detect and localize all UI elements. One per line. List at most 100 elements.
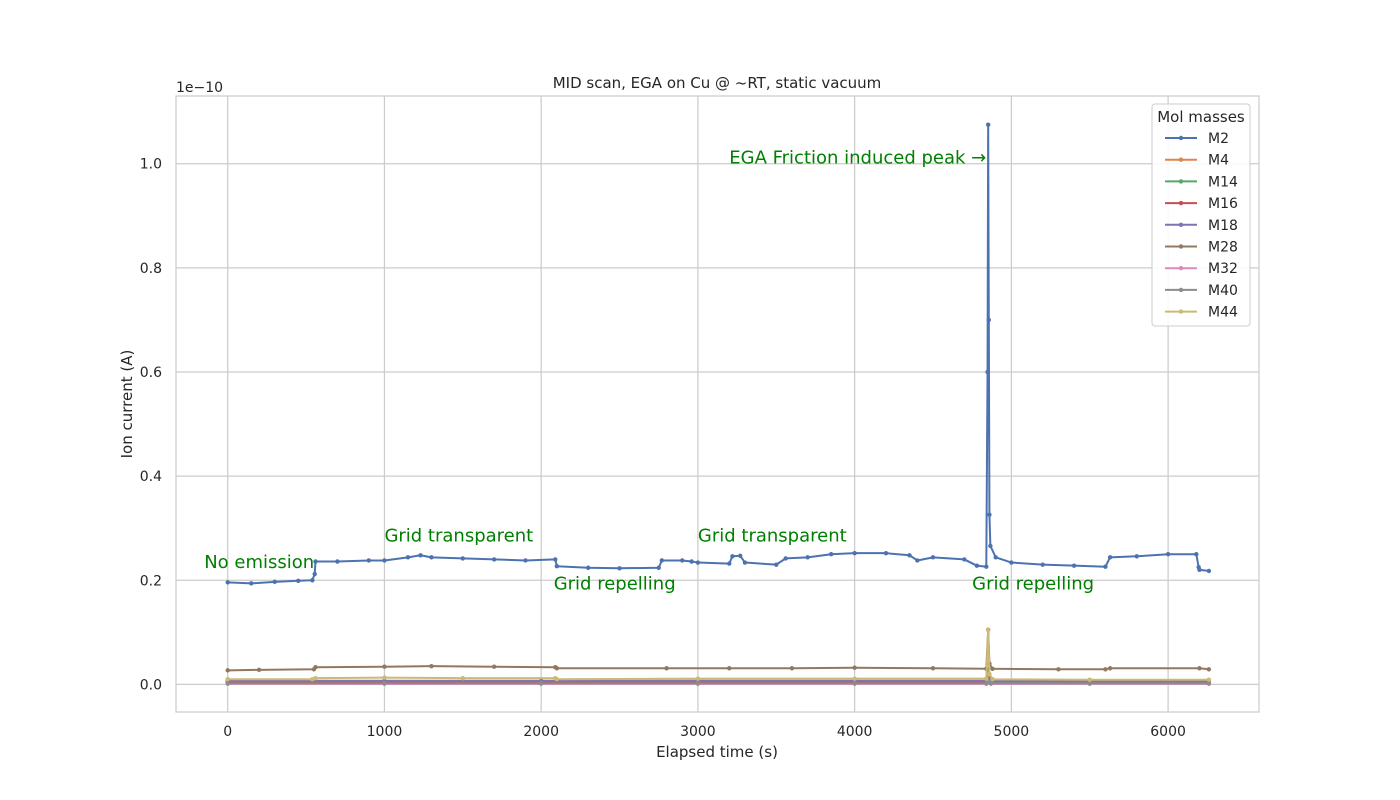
data-point [984,564,989,569]
series-m44 [225,627,1212,682]
data-point [1165,552,1171,557]
legend-item-m32: M32 [1165,261,1238,277]
annotations: No emission Grid transparent Grid repellin… [204,148,1094,595]
data-point [429,555,434,560]
legend-label: M32 [1208,261,1238,277]
data-point [1103,667,1108,672]
plot-frame [175,95,1260,713]
data-point [727,666,732,671]
legend-marker [1178,135,1184,141]
data-point [852,676,857,681]
series-line-m2 [227,123,1209,585]
data-point [985,122,991,127]
data-point [738,553,743,558]
legend-label: M4 [1208,153,1229,169]
legend-item-m28: M28 [1165,240,1238,256]
data-point [1009,560,1014,565]
legend-label: M44 [1208,305,1238,321]
y-tick-label: 1.0 [140,157,162,173]
annotation: EGA Friction induced peak → [729,148,986,169]
data-point [883,550,889,556]
data-point [313,675,318,681]
y-tick-label: 0.6 [140,365,162,381]
legend-label: M28 [1208,240,1238,256]
data-point [988,543,993,549]
data-point [429,663,434,669]
legend-item-m4: M4 [1165,153,1229,169]
legend-item-m2: M2 [1165,131,1229,147]
legend-marker [1178,287,1184,293]
data-point [695,560,701,565]
data-point [985,369,990,375]
data-point [990,677,995,682]
y-tick-label: 0.4 [140,469,162,485]
data-point [987,671,992,677]
data-point [680,558,685,563]
annotation: Grid transparent [384,526,533,547]
data-point [1107,666,1113,671]
data-point [1206,568,1212,574]
x-tick-label: 0 [223,724,232,740]
series-layer [225,122,1212,687]
data-point [586,565,591,570]
data-point [310,578,315,583]
series-line-m40 [227,681,1209,685]
data-point [789,666,795,671]
legend-title: Mol masses [1157,108,1245,126]
data-point [1087,681,1092,686]
data-point [1206,667,1212,672]
data-point [1194,552,1199,557]
data-point [695,676,701,681]
plot-background [176,96,1259,712]
x-tick-labels: 0 1000 2000 3000 4000 5000 6000 [223,724,1186,740]
data-point [852,550,857,556]
legend-marker [1178,157,1184,162]
legend-label: M2 [1208,131,1229,147]
data-point [225,677,230,682]
data-point [1206,677,1212,682]
data-point [1197,567,1202,573]
series-m40 [225,680,1212,686]
data-point [313,665,318,670]
annotation: Grid transparent [698,526,847,547]
data-point [742,560,748,565]
data-point [225,668,230,673]
data-point [382,675,387,680]
legend-label: M18 [1208,218,1238,234]
gridlines [176,96,1259,712]
data-point [553,557,558,562]
data-point [1134,554,1139,559]
legend: Mol masses M2 M4 M14 M16 M18 M28 M32 M40 M44 [1151,103,1251,327]
data-point [313,559,318,564]
data-point [1197,666,1202,671]
data-point [272,579,277,585]
legend-marker [1178,179,1184,184]
legend-label: M40 [1208,283,1238,299]
y-offset-text: 1e−10 [176,80,223,96]
data-point [382,558,387,563]
data-point [523,558,528,563]
annotation: Grid repelling [972,574,1094,595]
data-point [460,556,466,561]
data-point [915,558,920,563]
data-point [1206,681,1212,686]
data-point [249,581,254,586]
x-tick-label: 4000 [837,724,873,740]
legend-marker [1178,222,1184,227]
y-axis-title: Ion current (A) [118,350,136,459]
legend-item-m40: M40 [1165,283,1238,299]
data-point [828,552,834,557]
y-tick-label: 0.2 [140,573,162,589]
data-point [930,555,936,560]
legend-item-m18: M18 [1165,218,1238,234]
data-point [962,557,967,562]
series-m2 [225,122,1212,586]
data-point [656,565,661,570]
data-point [695,681,701,686]
legend-marker [1178,200,1184,206]
data-point [554,677,560,682]
y-tick-label: 0.8 [140,261,162,277]
data-point [1040,562,1045,567]
data-point [460,675,466,681]
